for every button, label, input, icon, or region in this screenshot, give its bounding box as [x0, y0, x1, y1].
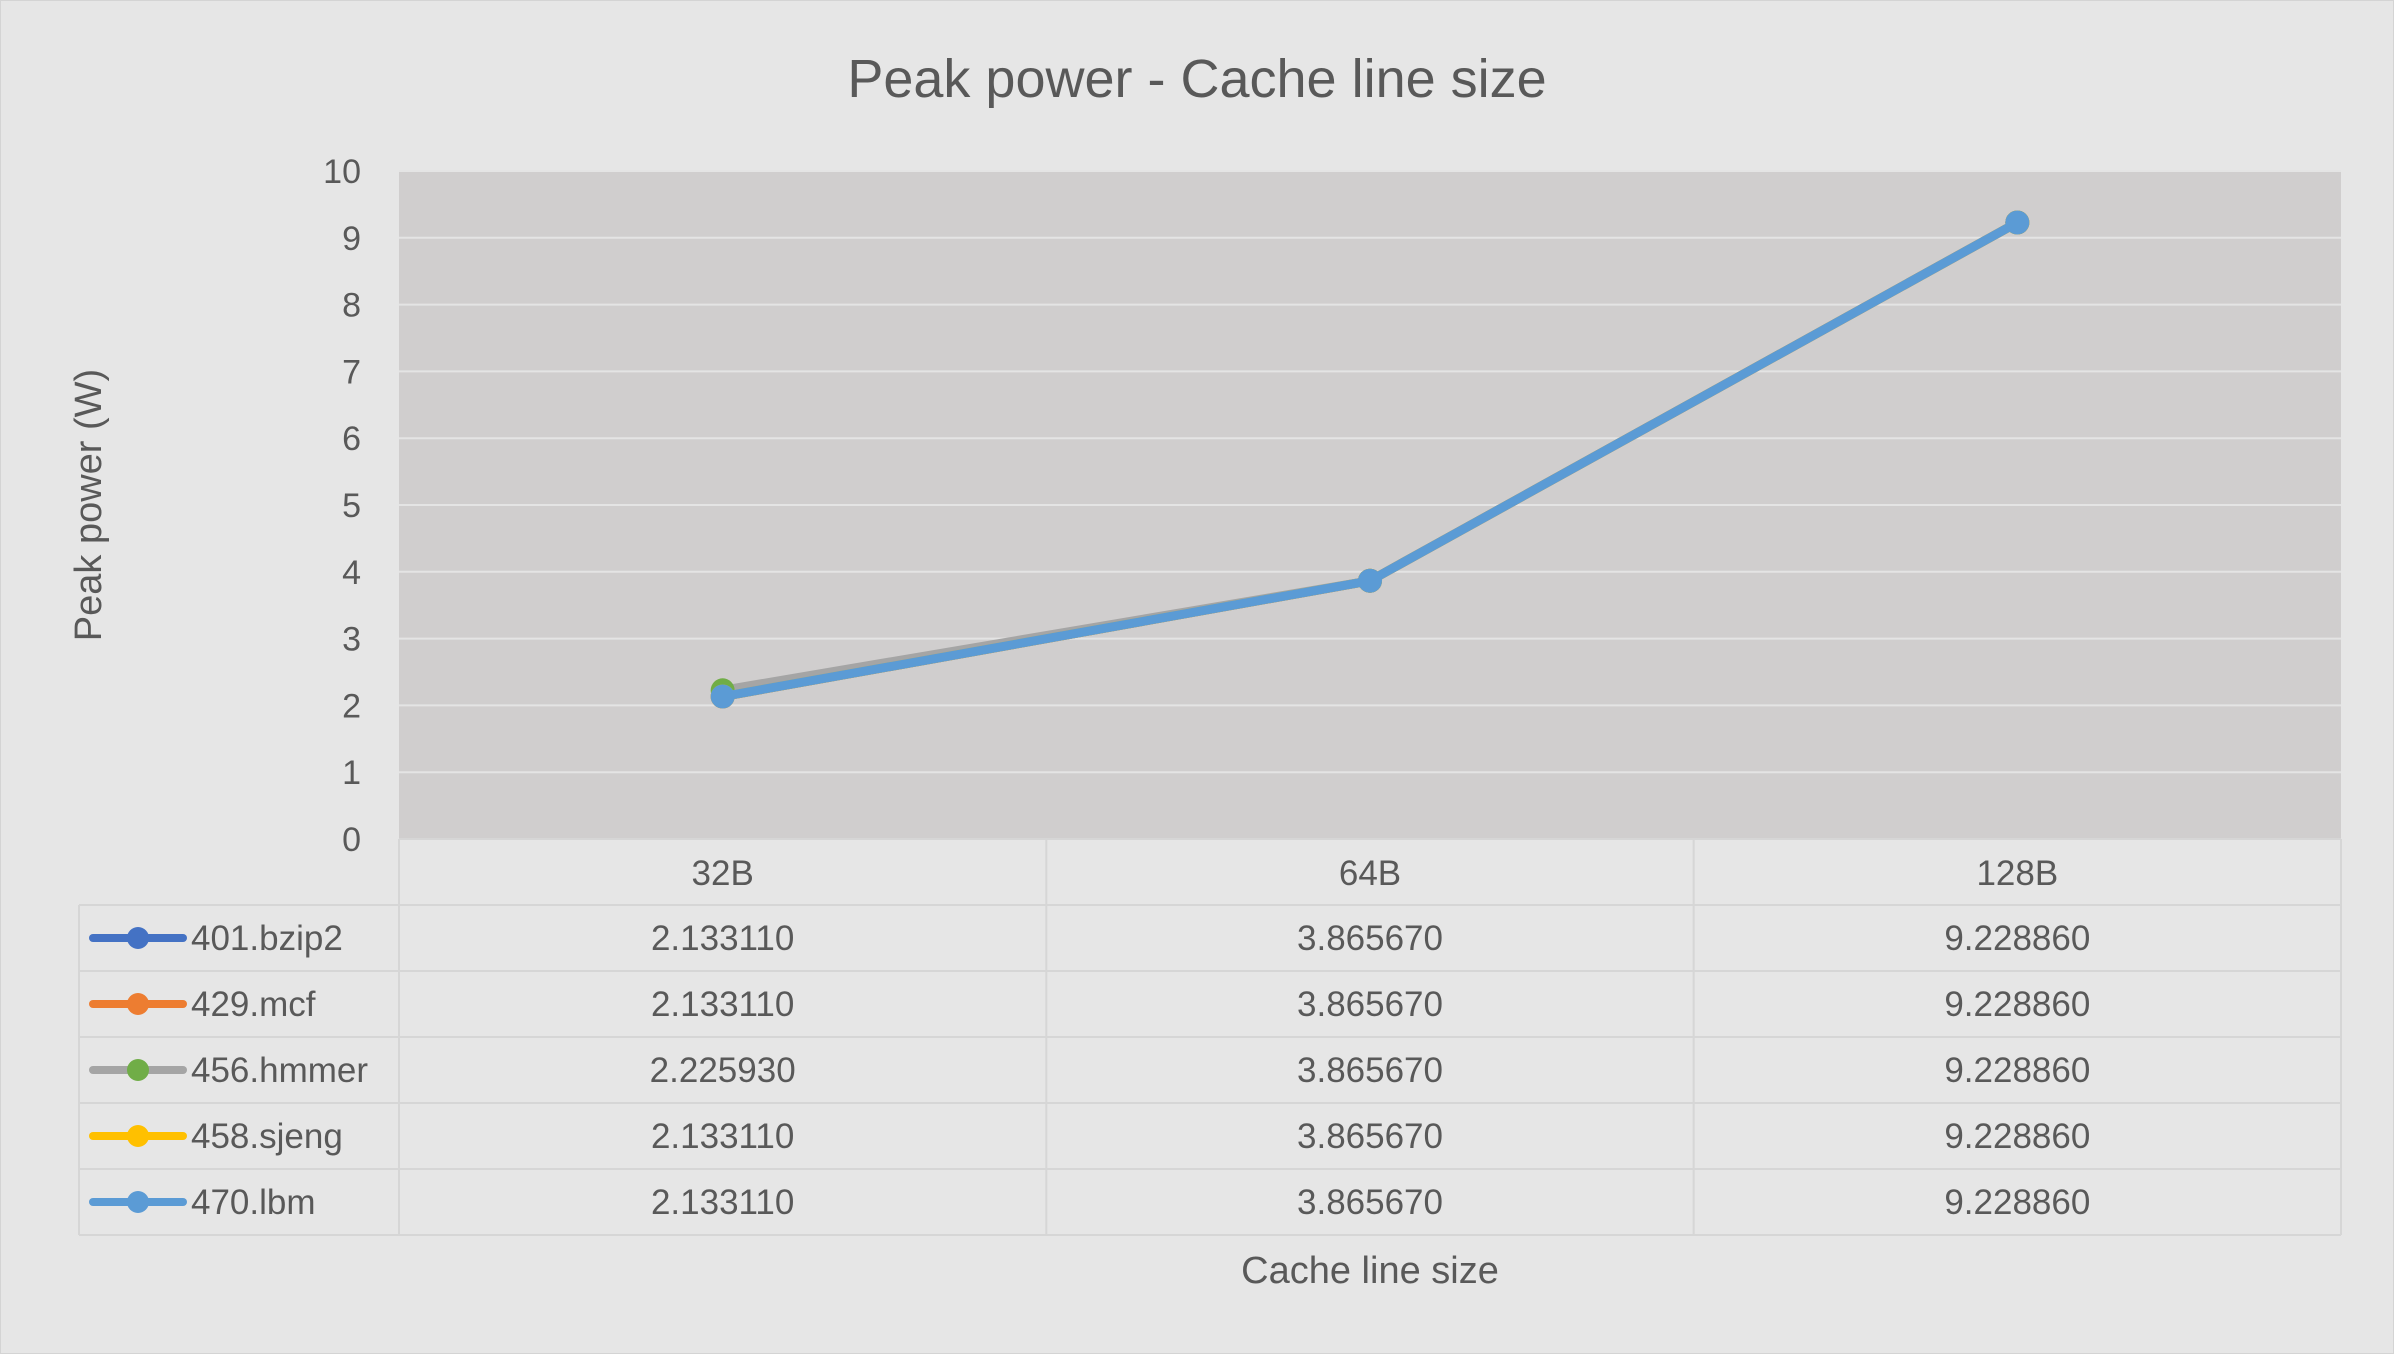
data-cell: 9.228860: [1944, 1183, 2090, 1222]
legend-entry: 401.bzip2: [191, 919, 343, 958]
category-label: 32B: [692, 854, 754, 893]
gridlines: [399, 170, 2341, 774]
data-cell: 3.865670: [1297, 919, 1443, 958]
y-tick-label: 8: [342, 287, 361, 325]
y-tick-label: 4: [342, 554, 361, 592]
data-cell: 9.228860: [1944, 1117, 2090, 1156]
series-lines: [710, 210, 2030, 709]
y-tick-label: 1: [342, 754, 361, 792]
legend-key: [89, 927, 187, 949]
y-tick-label: 6: [342, 420, 361, 458]
legend-key-marker: [127, 993, 149, 1015]
data-table: 32B 64B 128B 401.bzip2 2.133110 3.865670 9.228…: [78, 838, 2342, 1236]
legend-key: [89, 1191, 187, 1213]
y-tick-label: 2: [342, 687, 361, 725]
y-tick-label: 5: [342, 487, 361, 525]
series-470.lbm: [710, 210, 2030, 709]
data-cell: 3.865670: [1297, 985, 1443, 1024]
y-tick-label: 9: [342, 220, 361, 258]
y-tick-label: 3: [342, 621, 361, 659]
data-cell: 3.865670: [1297, 1051, 1443, 1090]
data-cell: 2.225930: [650, 1051, 796, 1090]
data-point: [710, 684, 735, 709]
data-cell: 2.133110: [651, 919, 794, 958]
y-tick-labels: 0 1 2 3 4 5 6 7 8 9 10: [323, 153, 361, 859]
data-point: [1358, 568, 1382, 593]
legend-key: [89, 993, 187, 1015]
legend-entry: 458.sjeng: [191, 1117, 343, 1156]
y-axis-label: Peak power (W): [68, 369, 110, 641]
category-label: 128B: [1976, 854, 2058, 893]
data-cell: 3.865670: [1297, 1183, 1443, 1222]
legend-key: [89, 1059, 187, 1081]
data-cell: 9.228860: [1944, 1051, 2090, 1090]
x-axis-label: Cache line size: [1241, 1250, 1499, 1292]
legend-key-marker: [127, 1191, 149, 1213]
legend-key: [89, 1125, 187, 1147]
data-cell: 2.133110: [651, 1183, 794, 1222]
y-tick-label: 7: [342, 353, 361, 391]
data-cell: 3.865670: [1297, 1117, 1443, 1156]
y-tick-label: 10: [323, 153, 361, 191]
chart-title: Peak power - Cache line size: [847, 49, 1546, 109]
data-cell: 9.228860: [1944, 919, 2090, 958]
legend-key-marker: [127, 1125, 149, 1147]
data-cell: 2.133110: [651, 985, 794, 1024]
legend-entry: 470.lbm: [191, 1183, 316, 1222]
legend-key-marker: [127, 927, 149, 949]
y-tick-label: 0: [342, 821, 361, 859]
category-label: 64B: [1339, 854, 1401, 893]
legend-entry: 429.mcf: [191, 985, 316, 1024]
data-cell: 9.228860: [1944, 985, 2090, 1024]
data-point: [2005, 210, 2030, 235]
legend-entry: 456.hmmer: [191, 1051, 368, 1090]
legend-key-marker: [127, 1059, 149, 1081]
data-cell: 2.133110: [651, 1117, 794, 1156]
